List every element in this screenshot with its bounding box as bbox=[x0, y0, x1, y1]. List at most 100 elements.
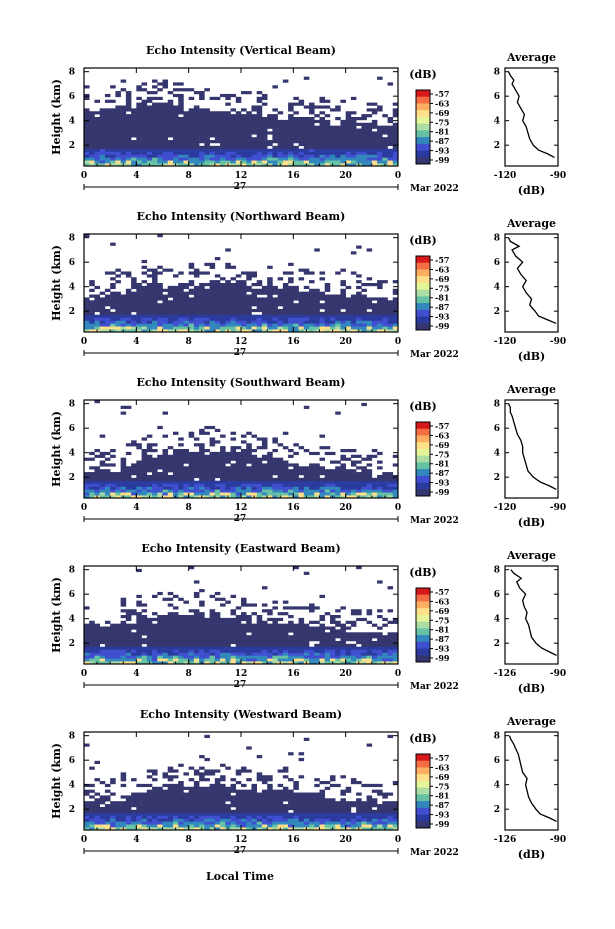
heatmap-cell bbox=[162, 134, 169, 138]
heatmap-cell bbox=[298, 620, 305, 624]
heatmap-cell bbox=[382, 480, 388, 484]
heatmap-cell bbox=[272, 643, 278, 647]
heatmap-cell bbox=[152, 285, 158, 290]
heatmap-cell bbox=[366, 306, 373, 310]
heatmap-cell bbox=[314, 125, 320, 129]
heatmap-cell bbox=[157, 160, 163, 164]
heatmap-cell bbox=[329, 131, 336, 135]
heatmap-cell bbox=[178, 291, 184, 295]
heatmap-cell bbox=[288, 131, 294, 135]
heatmap-cell bbox=[225, 125, 231, 129]
heatmap-cell bbox=[152, 640, 158, 645]
heatmap-cell bbox=[319, 137, 326, 141]
heatmap-cell bbox=[131, 652, 137, 656]
heatmap-cell bbox=[220, 626, 226, 630]
heatmap-cell bbox=[152, 649, 158, 653]
heatmap-cell bbox=[350, 154, 357, 158]
heatmap-cell bbox=[303, 311, 310, 315]
heatmap-cell bbox=[220, 789, 226, 793]
heatmap-cell bbox=[329, 308, 336, 313]
heatmap-cell bbox=[293, 492, 299, 496]
heatmap-cell bbox=[220, 291, 226, 295]
heatmap-cell bbox=[371, 317, 378, 321]
heatmap-cell bbox=[256, 463, 263, 467]
heatmap-cell bbox=[131, 821, 137, 825]
heatmap-cell bbox=[293, 652, 299, 656]
heatmap-cell bbox=[162, 480, 169, 484]
heatmap-cell bbox=[293, 137, 299, 141]
heatmap-cell bbox=[382, 638, 388, 642]
heatmap-cell bbox=[220, 821, 226, 825]
heatmap-cell bbox=[193, 437, 200, 441]
heatmap-cell bbox=[246, 466, 252, 470]
heatmap-cell bbox=[115, 824, 121, 828]
heatmap-cell bbox=[335, 145, 341, 149]
heatmap-cell bbox=[214, 160, 221, 164]
heatmap-cell bbox=[272, 635, 278, 639]
heatmap-cell bbox=[89, 142, 95, 147]
heatmap-cell bbox=[335, 311, 341, 315]
heatmap-cell bbox=[157, 111, 163, 115]
heatmap-cell bbox=[152, 489, 158, 493]
heatmap-cell bbox=[314, 495, 320, 499]
heatmap-cell bbox=[204, 734, 210, 739]
heatmap-cell bbox=[115, 122, 121, 126]
heatmap-cell bbox=[172, 815, 179, 819]
heatmap-cell bbox=[152, 463, 158, 467]
heatmap-cell bbox=[267, 483, 273, 487]
heatmap-cell bbox=[214, 486, 221, 490]
x-tick-label: 0 bbox=[395, 337, 401, 347]
heatmap-cell bbox=[272, 163, 278, 167]
heatmap-cell bbox=[377, 483, 383, 487]
heatmap-cell bbox=[293, 329, 299, 333]
heatmap-cell bbox=[282, 134, 289, 138]
heatmap-cell bbox=[120, 303, 127, 307]
heatmap-cell bbox=[141, 300, 148, 304]
heatmap-cell bbox=[209, 460, 216, 464]
heatmap-cell bbox=[309, 140, 315, 144]
heatmap-cell bbox=[335, 466, 341, 470]
heatmap-cell bbox=[392, 280, 399, 284]
heatmap-cell bbox=[178, 306, 184, 310]
heatmap-cell bbox=[251, 294, 257, 298]
heatmap-cell bbox=[84, 311, 90, 315]
heatmap-cell bbox=[303, 449, 310, 453]
heatmap-cell bbox=[193, 91, 200, 95]
heatmap-cell bbox=[141, 326, 148, 330]
heatmap-cell bbox=[136, 623, 142, 627]
heatmap-cell bbox=[288, 280, 294, 284]
heatmap-cell bbox=[89, 486, 95, 490]
heatmap-cell bbox=[256, 128, 263, 132]
heatmap-cell bbox=[136, 288, 142, 292]
heatmap-cell bbox=[225, 623, 231, 627]
heatmap-cell bbox=[251, 137, 257, 141]
heatmap-cell bbox=[152, 274, 158, 278]
heatmap-cell bbox=[371, 134, 378, 138]
heatmap-cell bbox=[120, 809, 127, 813]
heatmap-cell bbox=[84, 134, 90, 138]
heatmap-cell bbox=[324, 288, 331, 292]
heatmap-cell bbox=[214, 801, 221, 805]
panel-0: Echo Intensity (Vertical Beam)0 4 8 12 16 20 0… bbox=[50, 44, 566, 197]
heatmap-cell bbox=[157, 615, 163, 619]
heatmap-cell bbox=[178, 108, 184, 112]
heatmap-cell bbox=[267, 472, 273, 476]
heatmap-cell bbox=[167, 632, 174, 636]
heatmap-cell bbox=[89, 283, 95, 287]
heatmap-cell bbox=[178, 827, 184, 831]
heatmap-cell bbox=[235, 824, 242, 828]
heatmap-cell bbox=[361, 300, 367, 304]
heatmap-cell bbox=[131, 626, 137, 630]
heatmap-cell bbox=[392, 317, 399, 321]
heatmap-cell bbox=[146, 443, 153, 447]
heatmap-cell bbox=[282, 661, 289, 665]
heatmap-cell bbox=[277, 311, 284, 315]
heatmap-cell bbox=[94, 285, 100, 290]
heatmap-cell bbox=[251, 323, 257, 327]
heatmap-cell bbox=[225, 326, 231, 330]
heatmap-cell bbox=[293, 285, 299, 290]
heatmap-cell bbox=[392, 655, 399, 659]
heatmap-cell bbox=[89, 154, 95, 158]
heatmap-cell bbox=[272, 114, 278, 118]
heatmap-cell bbox=[89, 308, 95, 313]
